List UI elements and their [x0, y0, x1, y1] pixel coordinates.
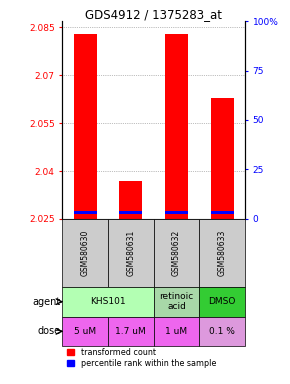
Bar — [199, 219, 245, 287]
Text: 0.1 %: 0.1 % — [209, 327, 235, 336]
Bar — [119, 211, 142, 214]
Bar — [154, 219, 200, 287]
Bar — [211, 98, 234, 219]
Text: KHS101: KHS101 — [90, 297, 126, 306]
Bar — [199, 316, 245, 346]
Bar — [108, 316, 154, 346]
Text: GSM580631: GSM580631 — [126, 230, 135, 276]
Legend: transformed count, percentile rank within the sample: transformed count, percentile rank withi… — [66, 347, 217, 368]
Bar — [74, 211, 97, 214]
Bar — [154, 316, 200, 346]
Text: DMSO: DMSO — [209, 297, 236, 306]
Text: dose: dose — [37, 326, 61, 336]
Bar — [62, 316, 108, 346]
Text: 1 uM: 1 uM — [166, 327, 188, 336]
Bar — [62, 287, 154, 316]
Bar — [119, 180, 142, 219]
Title: GDS4912 / 1375283_at: GDS4912 / 1375283_at — [85, 8, 222, 21]
Text: agent: agent — [32, 297, 61, 307]
Text: GSM580633: GSM580633 — [218, 230, 227, 276]
Bar — [108, 219, 154, 287]
Text: retinoic
acid: retinoic acid — [160, 292, 194, 311]
Bar — [199, 287, 245, 316]
Bar — [154, 287, 200, 316]
Text: 1.7 uM: 1.7 uM — [115, 327, 146, 336]
Text: 5 uM: 5 uM — [74, 327, 96, 336]
Text: GSM580630: GSM580630 — [81, 230, 90, 276]
Bar — [74, 34, 97, 219]
Bar — [165, 34, 188, 219]
Bar — [165, 211, 188, 214]
Bar — [211, 211, 234, 214]
Text: GSM580632: GSM580632 — [172, 230, 181, 276]
Bar — [62, 219, 108, 287]
